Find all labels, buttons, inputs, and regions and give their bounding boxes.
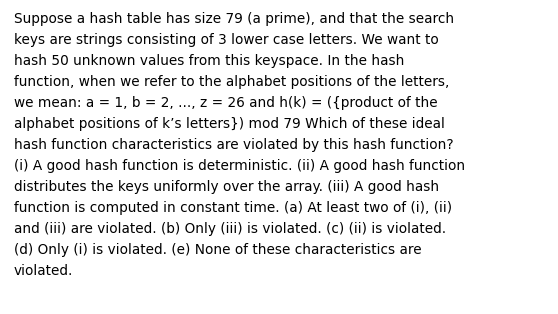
Text: hash 50 unknown values from this keyspace. In the hash: hash 50 unknown values from this keyspac… bbox=[14, 54, 405, 68]
Text: alphabet positions of k’s letters}) mod 79 Which of these ideal: alphabet positions of k’s letters}) mod … bbox=[14, 117, 445, 131]
Text: and (iii) are violated. (b) Only (iii) is violated. (c) (ii) is violated.: and (iii) are violated. (b) Only (iii) i… bbox=[14, 222, 446, 236]
Text: keys are strings consisting of 3 lower case letters. We want to: keys are strings consisting of 3 lower c… bbox=[14, 33, 439, 47]
Text: distributes the keys uniformly over the array. (iii) A good hash: distributes the keys uniformly over the … bbox=[14, 180, 439, 194]
Text: function is computed in constant time. (a) At least two of (i), (ii): function is computed in constant time. (… bbox=[14, 201, 452, 215]
Text: (d) Only (i) is violated. (e) None of these characteristics are: (d) Only (i) is violated. (e) None of th… bbox=[14, 243, 422, 257]
Text: Suppose a hash table has size 79 (a prime), and that the search: Suppose a hash table has size 79 (a prim… bbox=[14, 12, 454, 26]
Text: (i) A good hash function is deterministic. (ii) A good hash function: (i) A good hash function is deterministi… bbox=[14, 159, 465, 173]
Text: we mean: a = 1, b = 2, ..., z = 26 and h(k) = ({product of the: we mean: a = 1, b = 2, ..., z = 26 and h… bbox=[14, 96, 437, 110]
Text: violated.: violated. bbox=[14, 264, 73, 278]
Text: function, when we refer to the alphabet positions of the letters,: function, when we refer to the alphabet … bbox=[14, 75, 449, 89]
Text: hash function characteristics are violated by this hash function?: hash function characteristics are violat… bbox=[14, 138, 454, 152]
